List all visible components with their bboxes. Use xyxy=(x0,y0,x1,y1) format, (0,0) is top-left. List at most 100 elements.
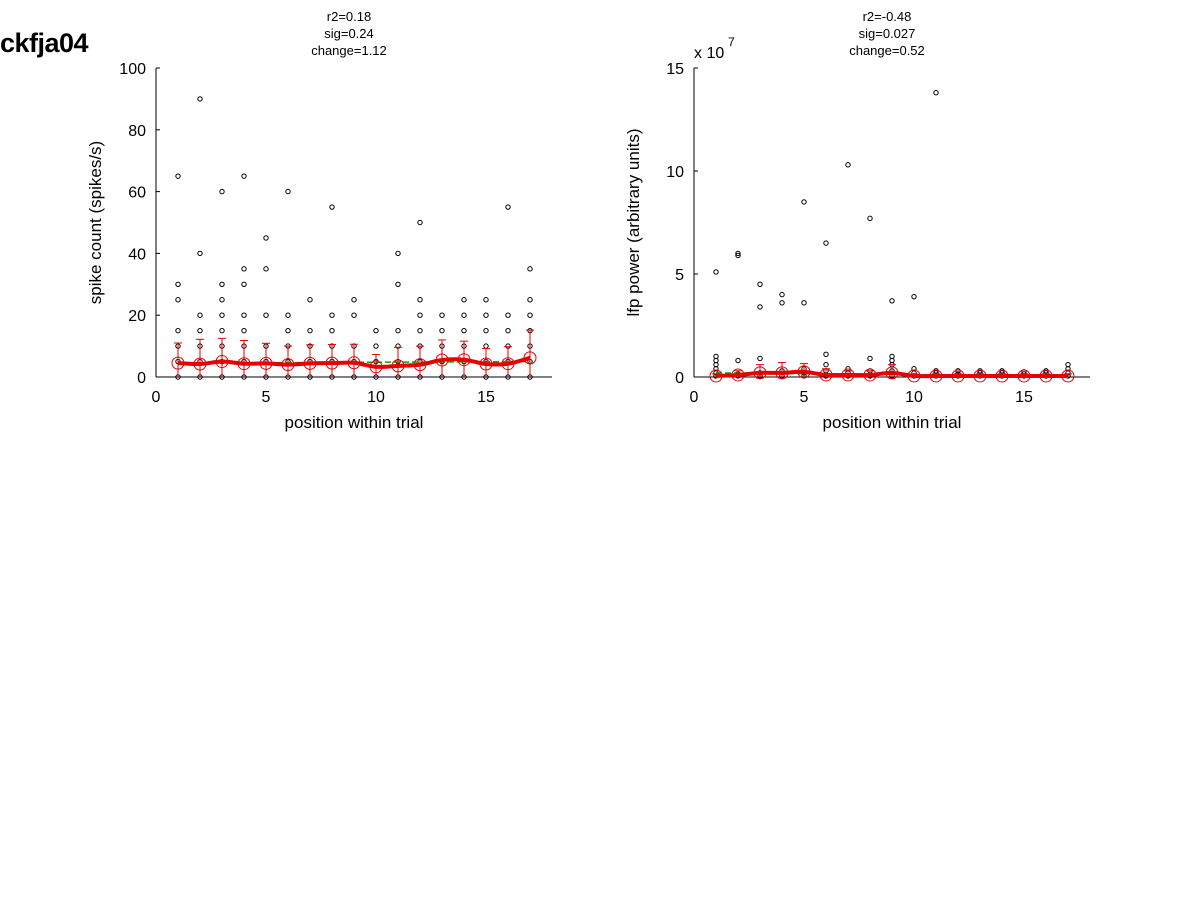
mean-marker xyxy=(841,368,855,382)
chart-title-line: change=0.52 xyxy=(849,43,925,58)
mean-marker xyxy=(1017,369,1031,383)
data-point xyxy=(461,297,467,303)
chart-title-line: sig=0.027 xyxy=(859,26,916,41)
y-tick-label: 80 xyxy=(128,123,146,140)
x-tick-label: 5 xyxy=(262,389,271,406)
x-tick-label: 10 xyxy=(905,389,923,406)
data-point xyxy=(219,327,225,334)
y-tick-label: 40 xyxy=(128,246,146,263)
mean-marker xyxy=(797,365,811,379)
mean-marker xyxy=(819,368,833,382)
data-point xyxy=(307,327,313,334)
data-point xyxy=(307,297,313,303)
data-point xyxy=(823,351,829,358)
x-tick-label: 10 xyxy=(367,389,385,406)
mean-marker xyxy=(775,366,789,380)
data-point xyxy=(417,297,423,303)
data-point xyxy=(395,281,401,287)
data-point xyxy=(933,90,939,96)
data-point xyxy=(779,300,785,306)
chart-panel-2: 0 5 10 15 0 5 10 15 position within trial lfp pow… xyxy=(624,9,1090,432)
mean-marker xyxy=(863,368,877,382)
mean-marker xyxy=(1039,369,1053,383)
y-tick-label: 15 xyxy=(666,61,684,78)
mean-marker xyxy=(929,369,943,383)
data-point xyxy=(713,353,719,360)
data-point xyxy=(823,240,829,246)
mean-marker xyxy=(731,368,745,382)
mean-marker xyxy=(885,366,899,380)
data-point xyxy=(219,281,225,287)
mean-marker xyxy=(753,366,767,380)
mean-marker xyxy=(709,369,723,383)
data-point xyxy=(241,173,247,179)
mean-marker xyxy=(281,358,295,372)
chart-title-line: change=1.12 xyxy=(311,43,387,58)
data-point xyxy=(527,312,533,318)
data-point xyxy=(735,250,741,257)
mean-marker xyxy=(171,356,185,370)
data-point xyxy=(889,298,895,304)
data-point xyxy=(197,327,203,334)
data-point xyxy=(241,312,247,318)
mean-marker xyxy=(303,356,317,370)
mean-marker xyxy=(907,369,921,383)
data-point xyxy=(955,368,961,374)
chart-title-line: r2=-0.48 xyxy=(863,9,912,24)
data-point xyxy=(483,312,489,318)
data-point xyxy=(735,252,741,259)
data-point xyxy=(329,327,335,334)
data-point xyxy=(263,235,269,241)
data-point xyxy=(801,300,807,306)
x-axis-label: position within trial xyxy=(823,413,962,432)
data-point xyxy=(417,327,423,334)
mean-marker xyxy=(325,356,339,370)
exponent-label: x 10 xyxy=(694,45,724,62)
data-point xyxy=(867,215,873,222)
data-point xyxy=(373,343,379,349)
mean-marker xyxy=(413,358,427,372)
chart-title-line: sig=0.24 xyxy=(324,26,374,41)
data-point xyxy=(219,312,225,318)
data-point xyxy=(505,204,511,210)
data-point xyxy=(735,357,741,364)
data-point xyxy=(263,266,269,272)
data-point xyxy=(889,353,895,360)
mean-marker xyxy=(523,351,537,365)
y-tick-label: 10 xyxy=(666,164,684,181)
data-point xyxy=(197,96,203,102)
data-point xyxy=(461,312,467,318)
data-point xyxy=(285,327,291,334)
y-axis-label: lfp power (arbitrary units) xyxy=(624,128,643,316)
mean-marker xyxy=(435,353,449,367)
data-point xyxy=(801,199,807,205)
mean-marker xyxy=(193,357,207,371)
mean-marker xyxy=(951,369,965,383)
data-point xyxy=(241,327,247,334)
data-point xyxy=(505,327,511,334)
data-point xyxy=(483,297,489,303)
y-tick-label: 5 xyxy=(675,267,684,284)
data-point xyxy=(329,312,335,318)
data-point xyxy=(219,188,225,195)
exponent-power: 7 xyxy=(728,35,735,49)
data-point xyxy=(395,327,401,334)
data-point xyxy=(505,312,511,318)
data-point xyxy=(329,204,335,210)
mean-marker xyxy=(369,360,383,374)
data-point xyxy=(175,297,181,303)
mean-marker xyxy=(347,356,361,370)
mean-marker xyxy=(501,357,515,371)
data-point xyxy=(285,312,291,318)
data-point xyxy=(757,281,763,287)
y-axis-label: spike count (spikes/s) xyxy=(86,141,105,304)
mean-marker xyxy=(391,359,405,373)
x-tick-label: 5 xyxy=(800,389,809,406)
mean-marker xyxy=(973,369,987,383)
mean-marker xyxy=(215,355,229,369)
x-tick-label: 15 xyxy=(1015,389,1033,406)
data-point xyxy=(241,266,247,272)
mean-marker xyxy=(479,357,493,371)
data-point xyxy=(439,327,445,334)
data-point xyxy=(175,173,181,179)
